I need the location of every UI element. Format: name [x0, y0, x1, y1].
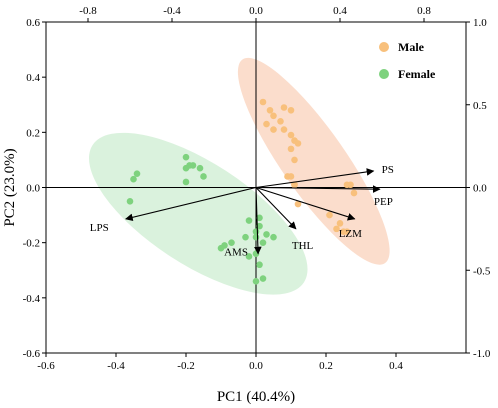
point-male: [280, 104, 288, 111]
legend-label-male: Male: [398, 40, 425, 54]
loading-label-lzm: LZM: [339, 228, 362, 240]
y-tick-label: 0.0: [26, 183, 40, 195]
point-female: [196, 164, 204, 172]
point-female: [259, 275, 267, 282]
loading-vector-lps: [125, 186, 257, 222]
point-female: [252, 233, 260, 241]
loading-vector-ams: [254, 187, 262, 255]
point-female: [242, 233, 249, 241]
x-tick-label: 0.0: [249, 360, 263, 372]
top-tick-label: 0.0: [249, 5, 263, 17]
top-tick-label: -0.8: [79, 5, 97, 17]
point-female: [228, 239, 235, 246]
loading-label-ams: AMS: [224, 247, 248, 259]
x-tick-label: 0.4: [389, 360, 403, 372]
loading-label-pep: PEP: [374, 196, 393, 208]
score-points: [126, 98, 358, 285]
y-tick-label: -0.6: [23, 348, 41, 360]
point-male: [294, 140, 302, 147]
point-female: [130, 175, 137, 183]
loading-vector-lzm: [255, 186, 356, 221]
point-female: [259, 239, 267, 246]
point-female: [182, 178, 190, 186]
right-tick-label: 0.5: [473, 100, 487, 112]
point-male: [291, 181, 298, 189]
point-male: [277, 118, 284, 125]
point-female: [256, 214, 263, 222]
point-male: [280, 126, 288, 133]
y-tick-label: 0.4: [26, 72, 40, 84]
point-male: [350, 189, 358, 197]
point-female: [189, 162, 197, 169]
x-tick-label: 0.2: [319, 360, 333, 372]
axis-ticks: -0.6 -0.4 -0.2 0.0 0.2 0.4 -0.6 -0.4 -0.2 0.0 0.2 0…: [23, 5, 491, 372]
right-tick-label: 1.0: [473, 17, 487, 29]
y-tick-label: 0.2: [26, 127, 40, 139]
right-tick-label: -1.0: [473, 348, 491, 360]
loading-vectors: PS PEP LZM THL AMS LPS: [90, 164, 394, 259]
top-tick-label: -0.4: [163, 5, 181, 17]
point-female: [126, 197, 134, 205]
point-female: [245, 253, 253, 260]
point-female: [256, 222, 263, 230]
top-tick-label: 0.4: [333, 5, 347, 17]
point-female: [217, 244, 225, 252]
point-male: [343, 181, 351, 189]
point-male: [294, 200, 302, 208]
y-tick-label: -0.4: [23, 293, 41, 305]
ellipse-male: [237, 57, 390, 265]
point-female: [270, 233, 277, 241]
point-male: [287, 106, 295, 114]
point-male: [287, 145, 295, 153]
loading-label-ps: PS: [382, 164, 394, 176]
point-male: [326, 211, 333, 219]
x-tick-label: -0.2: [177, 360, 194, 372]
point-female: [256, 261, 263, 269]
point-male: [270, 112, 277, 120]
point-male: [336, 220, 344, 227]
point-male: [340, 228, 347, 235]
top-tick-label: 0.8: [417, 5, 431, 17]
legend-label-female: Female: [398, 67, 436, 81]
y-tick-label: -0.2: [23, 238, 40, 250]
confidence-ellipses: [88, 57, 390, 295]
point-female: [245, 217, 253, 224]
point-male: [291, 156, 298, 164]
right-tick-label: 0.0: [473, 183, 487, 195]
point-female: [182, 153, 190, 161]
loading-vector-thl: [255, 187, 297, 230]
legend-marker-female: [379, 69, 389, 79]
point-female: [252, 277, 260, 285]
x-tick-label: -0.4: [107, 360, 125, 372]
x-tick-label: -0.6: [37, 360, 55, 372]
point-female: [133, 170, 141, 178]
x-axis-title: PC1 (40.4%): [217, 389, 295, 405]
loading-label-lps: LPS: [90, 222, 109, 234]
point-male: [270, 126, 277, 133]
loading-vector-ps: [255, 168, 375, 189]
point-male: [287, 173, 295, 180]
point-female: [200, 173, 207, 180]
point-male: [259, 98, 267, 106]
point-male: [263, 120, 270, 128]
legend-marker-male: [379, 42, 389, 52]
loading-vector-pep: [255, 185, 381, 193]
loading-label-thl: THL: [292, 240, 314, 252]
point-male: [287, 131, 295, 139]
point-male: [266, 106, 274, 114]
point-female: [182, 164, 190, 172]
point-female: [263, 231, 270, 238]
y-axis-title: PC2 (23.0%): [2, 148, 18, 226]
point-male: [333, 225, 340, 233]
y-tick-label: 0.6: [26, 17, 40, 29]
legend: Male Female: [379, 40, 436, 81]
right-tick-label: -0.5: [473, 265, 491, 277]
